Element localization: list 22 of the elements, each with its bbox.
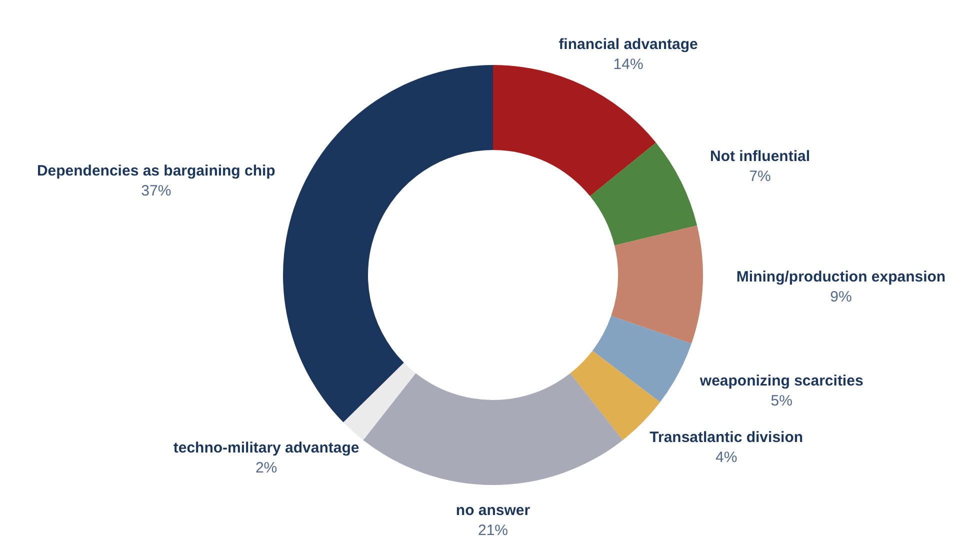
data-label: 9% [830, 288, 852, 306]
slice-label: financial advantage [558, 36, 698, 53]
data-label: 5% [770, 392, 792, 410]
data-label: 14% [613, 56, 644, 73]
slice-label: no answer [456, 502, 530, 519]
data-label: 37% [141, 182, 172, 200]
donut-slice [283, 65, 493, 422]
data-label: 7% [749, 168, 771, 186]
slice-label: weaponizing scarcities [698, 372, 864, 390]
donut-slice [592, 316, 692, 402]
donut-slice [343, 362, 416, 440]
slice-label: Transatlantic division [650, 428, 804, 446]
slice-label: Not influential [710, 148, 810, 166]
data-label: 4% [715, 448, 738, 466]
data-label: 2% [255, 460, 278, 477]
donut-slice [611, 225, 703, 344]
slice-label: Mining/production expansion [736, 268, 946, 286]
slice-label: Dependencies as bargaining chip [36, 162, 276, 180]
data-label: 21% [478, 522, 508, 539]
donut-slice [363, 373, 623, 485]
donut-slice [590, 142, 698, 246]
slice-label: techno-military advantage [173, 440, 360, 457]
